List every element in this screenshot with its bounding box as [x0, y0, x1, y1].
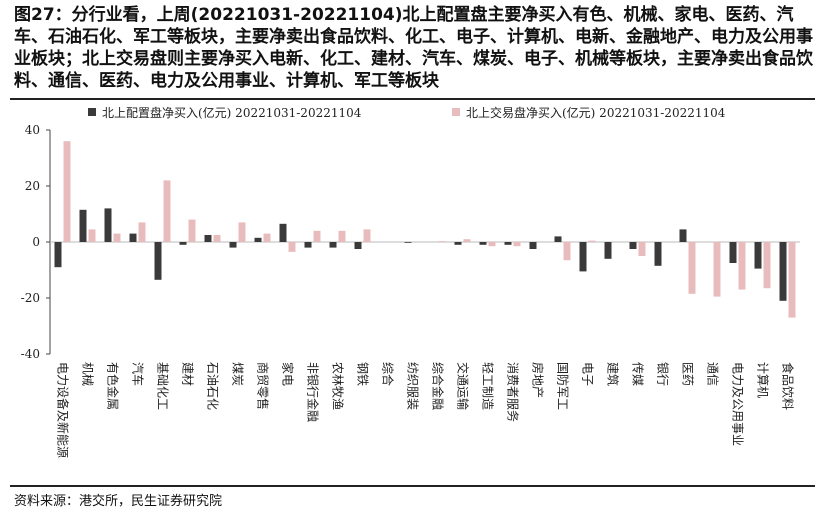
y-tick-label: 0	[32, 235, 40, 249]
bar	[779, 242, 787, 301]
bar	[179, 242, 187, 245]
x-tick-label: 纺织服装	[406, 362, 420, 410]
bar	[513, 242, 521, 247]
x-tick-label: 电子	[581, 362, 595, 386]
bar	[88, 229, 96, 242]
x-tick-label: 交通运输	[456, 362, 471, 410]
bar	[479, 242, 487, 245]
x-tick-label: 房地产	[531, 362, 546, 398]
bar	[238, 222, 246, 242]
bar	[588, 240, 596, 242]
bar	[404, 242, 412, 243]
source-note: 资料来源：港交所，民生证券研究院	[14, 494, 223, 509]
bar	[204, 235, 212, 242]
legend-swatch	[452, 108, 460, 116]
y-tick-label: -20	[21, 291, 40, 305]
bar	[504, 242, 512, 245]
bar	[213, 235, 221, 242]
bar	[288, 242, 296, 252]
x-tick-label: 国防军工	[556, 362, 571, 410]
x-tick-label: 食品饮料	[781, 362, 796, 410]
bar	[788, 242, 796, 318]
bar	[763, 242, 771, 289]
x-tick-label: 消费者服务	[506, 362, 521, 422]
y-tick-label: 40	[25, 123, 40, 137]
x-tick-label: 建材	[181, 362, 195, 386]
bar	[604, 242, 612, 259]
x-tick-label: 钢铁	[356, 362, 370, 386]
bar	[229, 242, 237, 248]
bar	[338, 230, 346, 242]
x-tick-label: 商贸零售	[256, 362, 271, 410]
x-tick-label: 基础化工	[156, 362, 170, 410]
bar	[79, 209, 87, 242]
bar	[113, 233, 121, 242]
bar	[313, 230, 321, 242]
x-tick-label: 建筑	[606, 362, 621, 386]
bar	[729, 242, 737, 263]
bar	[463, 239, 471, 242]
bar	[304, 242, 312, 248]
bar	[488, 242, 496, 247]
bar	[138, 222, 146, 242]
x-tick-label: 通信	[706, 362, 720, 386]
bar	[354, 242, 362, 249]
bar	[563, 242, 571, 261]
x-tick-label: 医药	[681, 362, 695, 386]
x-tick-label: 机械	[81, 362, 96, 386]
x-tick-label: 综合	[381, 362, 396, 386]
bar	[54, 242, 62, 268]
x-tick-label: 轻工制造	[481, 362, 495, 410]
bar	[263, 233, 271, 242]
bar	[713, 242, 721, 297]
bar	[104, 208, 112, 242]
bar	[188, 219, 196, 242]
bar	[529, 242, 537, 249]
x-tick-label: 有色金属	[106, 362, 121, 410]
bar	[629, 242, 637, 249]
bar	[579, 242, 587, 272]
legend-label: 北上配置盘净买入(亿元) 20221031-20221104	[102, 105, 362, 120]
bar	[279, 223, 287, 242]
x-tick-label: 石油石化	[206, 362, 220, 410]
x-tick-label: 银行	[656, 362, 670, 386]
bar	[129, 233, 137, 242]
bar	[363, 229, 371, 242]
x-tick-label: 电力及公用事业	[731, 362, 745, 446]
bar	[738, 242, 746, 290]
bar	[438, 241, 446, 242]
x-tick-label: 家电	[281, 362, 296, 386]
bar	[554, 236, 562, 242]
y-tick-label: -40	[21, 347, 40, 361]
x-tick-label: 综合金融	[431, 362, 446, 410]
bar	[154, 242, 162, 280]
bar	[654, 242, 662, 266]
legend-swatch	[88, 108, 96, 116]
bar	[329, 242, 337, 248]
legend-label: 北上交易盘净买入(亿元) 20221031-20221104	[466, 105, 726, 120]
x-tick-label: 非银行金融	[306, 362, 321, 422]
bar	[163, 180, 171, 242]
bar	[63, 141, 71, 242]
x-tick-label: 农林牧渔	[331, 362, 345, 410]
x-tick-label: 电力设备及新能源	[56, 362, 71, 458]
bar	[679, 229, 687, 242]
x-tick-label: 传媒	[631, 362, 646, 386]
x-tick-label: 汽车	[131, 362, 146, 386]
bar	[638, 242, 646, 256]
bar	[454, 242, 462, 245]
x-tick-label: 煤炭	[231, 362, 245, 386]
chart-title: 图27：分行业看，上周(20221031-20221104)北上配置盘主要净买入…	[14, 5, 813, 91]
y-tick-label: 20	[25, 179, 40, 193]
bar	[688, 242, 696, 294]
bar	[254, 237, 262, 242]
x-tick-label: 计算机	[756, 362, 771, 398]
bar	[754, 242, 762, 269]
